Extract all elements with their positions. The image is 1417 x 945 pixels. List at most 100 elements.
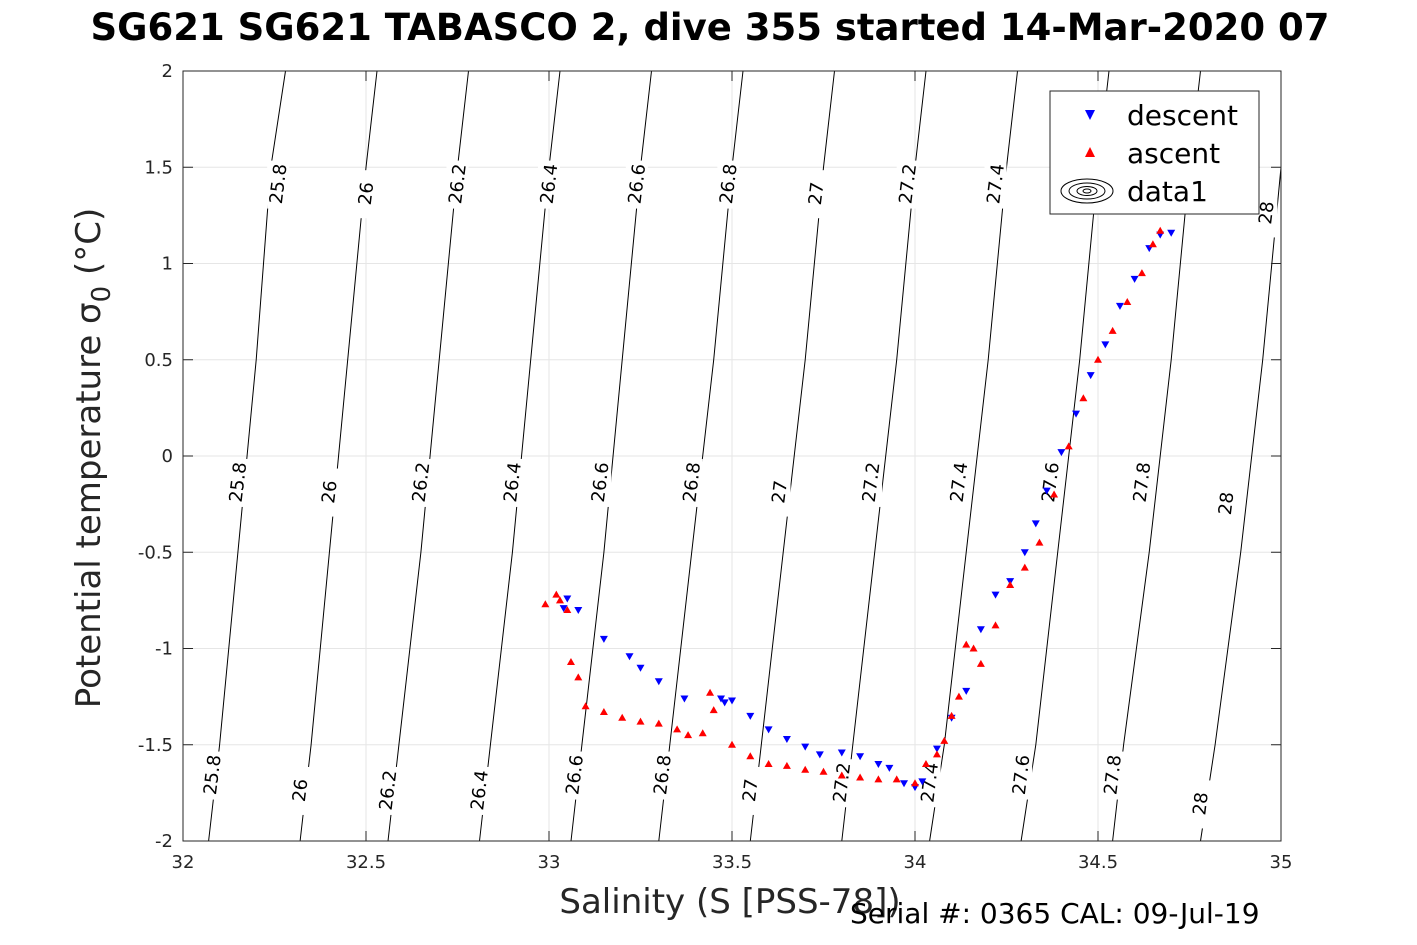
contour-label: 27.8 [1100, 754, 1126, 796]
contour-label-bg [739, 766, 762, 815]
contour-label-bg [651, 751, 674, 800]
ascent-point [1108, 326, 1117, 334]
contour-line-27 [749, 70, 835, 842]
ascent-point [892, 775, 901, 783]
ascent-point [552, 590, 561, 598]
contour-label: 26.4 [500, 461, 526, 503]
contour-label-bg [768, 468, 791, 517]
contour-label-bg [1101, 751, 1124, 800]
y-tick-label: -1.5 [138, 735, 173, 756]
contour-label-bg [1215, 480, 1238, 529]
y-tick-label: -2 [155, 831, 173, 852]
contour-label-bg [538, 160, 560, 209]
density-contours: 25.8 25.8 25.8 26 26 26 26.2 26.2 26.2 26.4 26.4 26… [200, 70, 1282, 842]
legend: descent ascent data1 [1049, 90, 1260, 215]
ascent-point [991, 621, 1000, 629]
x-tick-label: 32.5 [346, 852, 386, 873]
contour-label-bg [355, 170, 377, 219]
x-tick-label: 34.5 [1078, 852, 1118, 873]
contour-label-bg [376, 766, 399, 815]
legend-descent-marker [1085, 110, 1095, 120]
legend-contour-icon [1060, 178, 1114, 204]
contour-line-26.2 [387, 70, 469, 842]
contour-label-bg [1255, 189, 1278, 238]
descent-point [728, 697, 736, 705]
descent-point [563, 595, 572, 603]
ascent-point [698, 729, 707, 737]
ascent-point [962, 640, 971, 648]
ascent-point [837, 771, 846, 779]
ascent-point [563, 606, 572, 613]
ascent-point [541, 600, 550, 608]
y-tick-label: 1 [162, 254, 173, 275]
ascent-point [636, 717, 645, 725]
descent-point [885, 764, 894, 772]
ascent-point [1035, 538, 1044, 546]
contour-label-bg [896, 160, 919, 209]
contour-label: 27.4 [947, 461, 973, 503]
ascent-point [764, 760, 773, 767]
contour-label: 26.8 [650, 754, 676, 796]
y-axis-label: Potential temperature σ0 (°C) [69, 208, 117, 708]
legend-ascent-marker [1085, 147, 1095, 157]
ascent-point [684, 731, 693, 739]
contour-label-bg [318, 468, 341, 517]
legend-box [1049, 90, 1260, 215]
descent-point [900, 780, 909, 788]
contour-label-bg [1189, 780, 1212, 829]
descent-point [1072, 410, 1081, 418]
contour-label: 26.6 [562, 754, 588, 796]
contour-label: 26.4 [467, 769, 493, 811]
descent-point [815, 751, 824, 759]
descent-point [625, 653, 634, 661]
contour-label: 26.8 [716, 163, 742, 205]
x-tick-label: 32 [172, 852, 195, 873]
chart-title: SG621 SG621 TABASCO 2, dive 355 started … [90, 6, 1330, 49]
descent-point [801, 743, 810, 751]
contour-label: 27 [805, 181, 829, 206]
contour-label-bg [289, 766, 312, 815]
serial-cal-footer: Serial #: 0365 CAL: 09-Jul-19 [850, 897, 1260, 930]
contour-label: 26.6 [588, 461, 614, 503]
y-tick-label: 1.5 [144, 157, 173, 178]
contour-label-bg [860, 458, 883, 507]
contour-label: 26.4 [537, 163, 563, 205]
contour-label-bg [201, 751, 224, 800]
contour-label-bg [1130, 458, 1153, 507]
descent-point [680, 695, 689, 703]
descent-point [1031, 520, 1040, 528]
contour-label: 25.8 [200, 754, 226, 796]
ascent-point [1020, 563, 1029, 571]
contour-label-bg [446, 160, 469, 209]
x-axis-label: Salinity (S [PSS-78]) [559, 882, 900, 922]
descent-point [991, 591, 1000, 599]
data-series [541, 226, 1176, 792]
ascent-point [599, 708, 608, 716]
ascent-point [574, 673, 583, 681]
ascent-point [1137, 269, 1146, 277]
contour-label-bg [501, 458, 524, 507]
x-tick-label: 34 [904, 852, 927, 873]
contour-label: 26 [318, 479, 342, 504]
descent-point [837, 749, 846, 757]
contour-label-bg [918, 759, 941, 808]
y-tick-label: 2 [162, 61, 173, 82]
contour-label-bg [226, 458, 249, 507]
ascent-point [1123, 298, 1132, 305]
ascent-point [746, 752, 755, 760]
ascent-point [1050, 490, 1059, 498]
ascent-point [555, 596, 564, 604]
contour-label-bg [830, 759, 853, 808]
descent-point [874, 761, 883, 768]
contour-label: 26.2 [376, 769, 402, 811]
ascent-point [618, 713, 627, 721]
legend-descent-label: descent [1127, 99, 1238, 132]
contour-line-26.4 [479, 70, 561, 842]
ascent-point [819, 767, 828, 775]
ascent-point [1094, 355, 1102, 363]
contour-label: 26.2 [445, 163, 471, 205]
contour-label-bg [717, 160, 740, 209]
ascent-point [1079, 394, 1088, 402]
ascent-point [940, 736, 949, 744]
